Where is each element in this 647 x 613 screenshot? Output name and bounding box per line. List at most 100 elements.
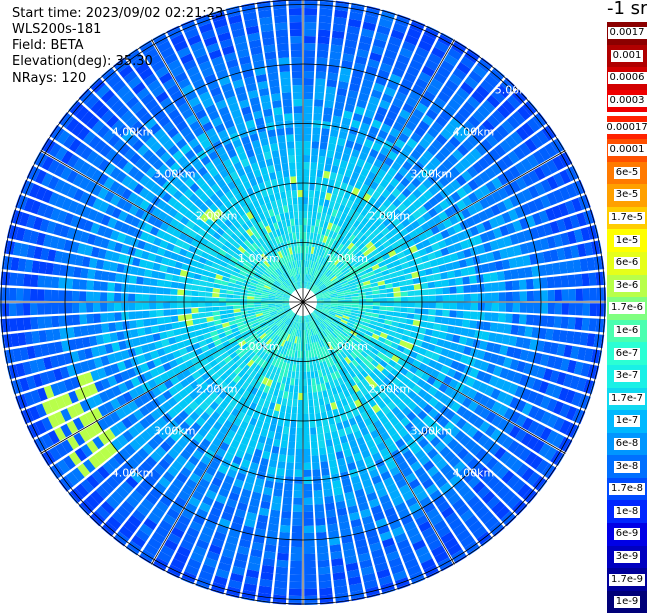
beta-range-gate [74,142,88,157]
beta-range-gate [273,317,281,323]
beta-range-gate [78,414,91,428]
beta-range-gate [395,182,406,193]
beta-range-gate [311,218,316,226]
beta-range-gate [451,334,461,344]
beta-range-gate [343,389,351,398]
beta-range-gate [285,127,294,135]
beta-range-gate [516,360,526,373]
beta-range-gate [360,226,369,235]
beta-range-gate [184,302,192,308]
beta-range-gate [55,395,66,410]
beta-range-gate [479,232,490,243]
beta-range-gate [107,353,117,364]
beta-range-gate [116,361,127,372]
beta-range-gate [108,322,117,332]
beta-range-gate [252,395,260,405]
beta-range-gate [323,268,330,275]
beta-range-gate [331,30,345,40]
beta-range-gate [164,538,179,551]
beta-range-gate [66,405,78,419]
beta-range-gate [180,378,190,388]
beta-range-gate [363,417,373,427]
beta-range-gate [365,308,373,313]
beta-range-gate [258,383,266,392]
beta-range-gate [378,381,387,391]
beta-range-gate [570,244,580,259]
beta-range-gate [168,235,178,245]
beta-range-gate [569,375,580,390]
beta-range-gate [326,336,332,343]
beta-range-gate [266,267,274,274]
beta-range-gate [332,267,340,274]
beta-range-gate [283,176,291,185]
beta-range-gate [214,278,222,285]
beta-range-gate [418,520,432,533]
beta-range-gate [485,342,495,352]
beta-range-gate [129,152,142,165]
beta-range-gate [166,84,180,96]
beta-range-gate [546,315,555,328]
beta-range-gate [398,460,410,472]
beta-range-gate [254,294,262,298]
beta-range-gate [262,422,270,431]
beta-range-gate [332,408,340,417]
beta-range-gate [320,213,327,221]
beta-range-gate [202,121,214,132]
beta-range-gate [292,335,296,344]
beta-range-gate [343,191,351,200]
beta-range-gate [162,362,172,372]
beta-range-gate [279,368,285,377]
beta-range-gate [347,505,359,515]
beta-range-gate [212,311,220,316]
beta-range-gate [532,378,543,392]
beta-range-gate [314,405,321,414]
beta-range-gate [333,16,347,26]
beta-range-gate [331,364,338,373]
beta-range-gate [376,568,391,579]
beta-range-gate [371,264,380,271]
beta-range-gate [257,366,265,375]
beta-range-gate [171,274,180,282]
beta-range-gate [552,262,561,275]
beta-range-gate [467,388,478,400]
beta-range-gate [533,302,541,314]
beta-range-gate [509,359,520,371]
beta-range-gate [326,445,335,454]
beta-range-gate [344,271,352,278]
beta-range-gate [234,284,243,289]
beta-range-gate [308,282,312,290]
beta-range-gate [188,365,198,374]
beta-range-gate [440,272,449,280]
beta-range-gate [72,417,85,431]
beta-range-gate [553,172,565,188]
beta-range-gate [156,229,166,239]
beta-range-gate [219,302,227,307]
beta-range-gate [261,307,269,311]
beta-range-gate [496,465,510,480]
beta-range-gate [318,29,331,38]
beta-range-gate [363,14,378,25]
beta-range-gate [549,249,559,262]
beta-range-gate [325,344,331,352]
beta-range-gate [446,270,455,279]
beta-range-gate [384,257,393,265]
beta-range-gate [281,362,287,370]
beta-range-gate [121,404,133,416]
beta-range-gate [291,349,296,358]
beta-range-gate [93,302,101,313]
beta-range-gate [400,291,408,297]
beta-range-gate [185,319,194,327]
beta-range-gate [65,471,80,487]
beta-range-gate [68,451,82,466]
beta-range-gate [467,475,481,489]
beta-range-gate [120,110,134,124]
beta-range-gate [574,317,583,331]
beta-range-gate [334,9,348,19]
beta-range-gate [312,462,320,470]
beta-range-gate [54,163,67,178]
beta-range-gate [311,268,316,276]
beta-range-gate [384,437,394,448]
beta-range-gate [344,169,353,178]
beta-range-gate [303,162,310,170]
beta-range-gate [490,428,503,442]
